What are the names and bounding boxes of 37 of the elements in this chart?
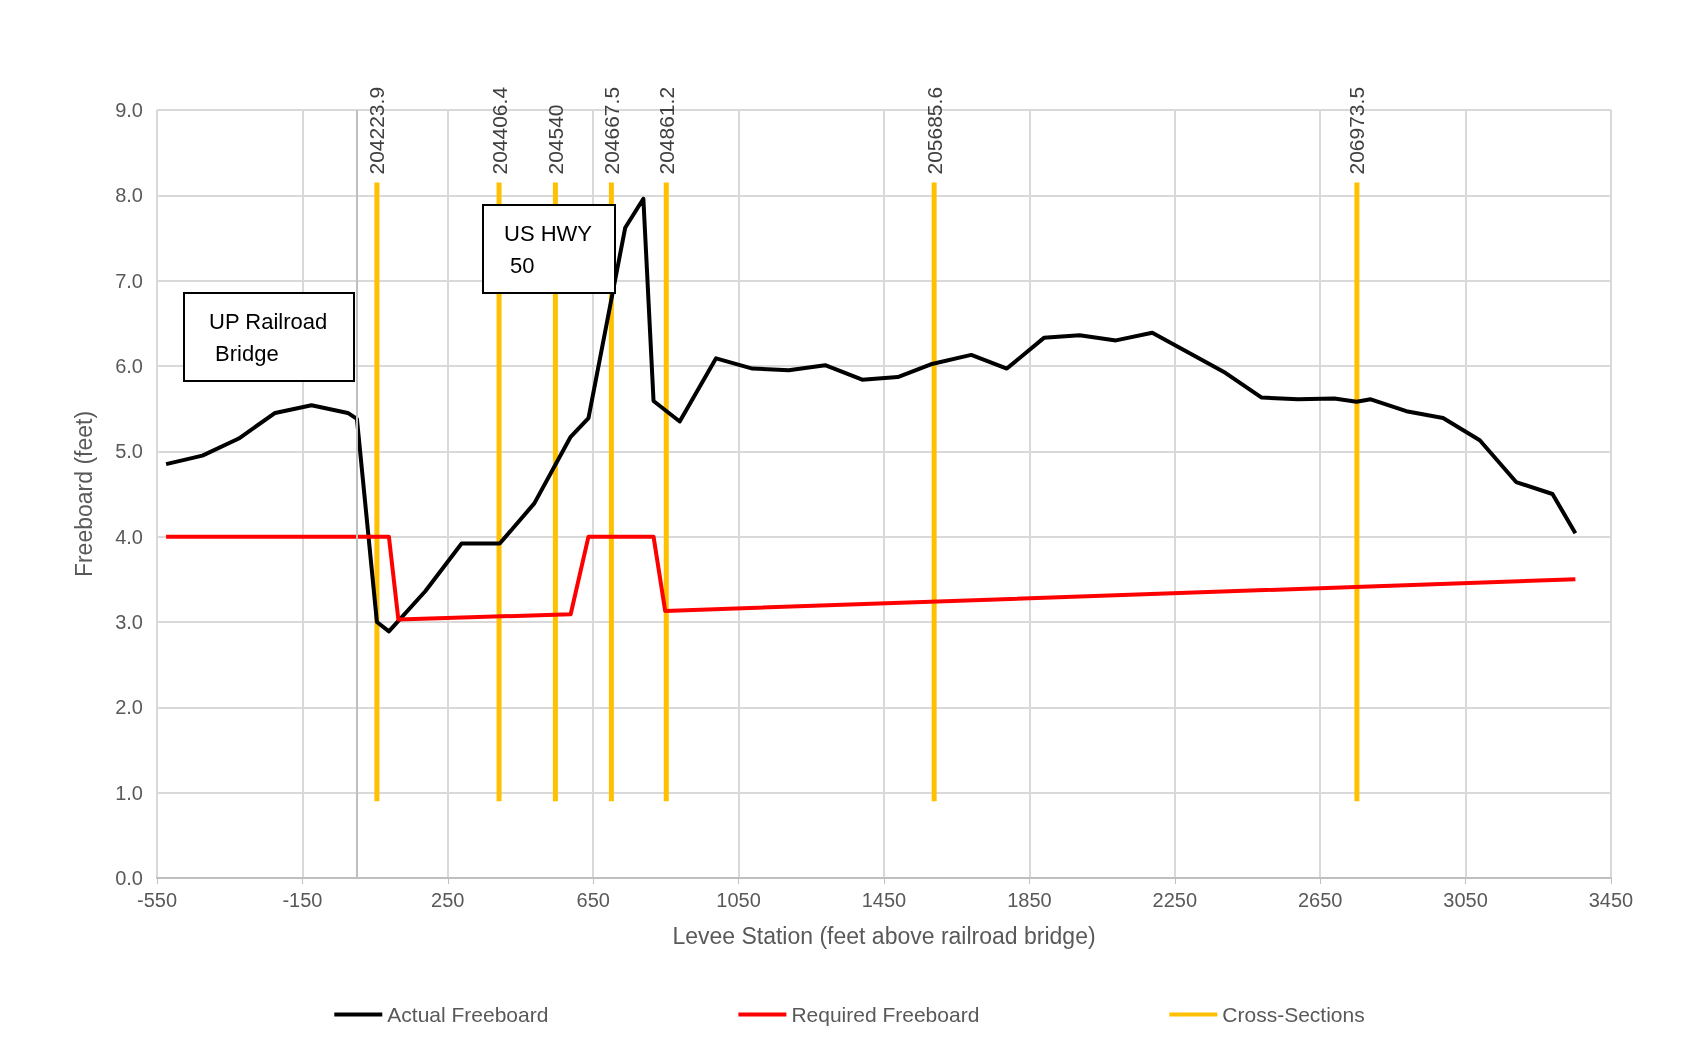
y-tick-label: 0.0 (115, 867, 143, 889)
legend-label: Required Freeboard (791, 1003, 980, 1026)
annotation: US HWY 50 (504, 220, 593, 278)
x-tick-label: 250 (431, 889, 465, 911)
x-tick-label: -150 (282, 889, 323, 911)
annotation: 204406.4 (487, 86, 511, 175)
y-tick-label: 8.0 (115, 184, 143, 207)
x-tick-label: 3050 (1443, 889, 1488, 911)
annotation: 204223.9 (365, 86, 389, 175)
annotation: 206973.5 (1345, 86, 1369, 175)
x-tick-label: 1450 (861, 889, 907, 911)
annotation: 204540 (543, 104, 567, 175)
y-tick-label: 4.0 (115, 525, 143, 548)
x-tick-label: -550 (136, 889, 178, 911)
annotation: 204861.2 (654, 86, 678, 175)
y-tick-label: 2.0 (115, 696, 143, 719)
y-tick-label: 5.0 (115, 440, 143, 463)
x-tick-label: 1050 (716, 889, 761, 911)
y-tick-label: 7.0 (115, 269, 143, 292)
x-tick-label: 3450 (1588, 889, 1634, 911)
y-tick-label: 6.0 (115, 355, 143, 377)
y-tick-label: 3.0 (115, 611, 143, 633)
x-tick-label: 1850 (1007, 889, 1052, 911)
annotation: UP Railroad Bridge (209, 308, 328, 366)
x-axis-title: Levee Station (feet above railroad bridge) (672, 922, 1096, 949)
line-series (164, 196, 1578, 634)
x-tick-label: 650 (576, 889, 610, 911)
y-tick-label: 9.0 (115, 99, 143, 121)
annotation: 204667.5 (599, 86, 623, 175)
x-tick-label: 2650 (1297, 889, 1343, 911)
y-tick-label: 1.0 (115, 781, 143, 804)
y-axis-title: Freeboard (feet) (70, 410, 97, 578)
legend-label: Cross-Sections (1222, 1003, 1365, 1026)
line-series (164, 534, 1578, 622)
x-tick-label: 2250 (1152, 889, 1198, 911)
legend-label: Actual Freeboard (387, 1003, 549, 1026)
annotation: 205685.6 (922, 86, 946, 175)
